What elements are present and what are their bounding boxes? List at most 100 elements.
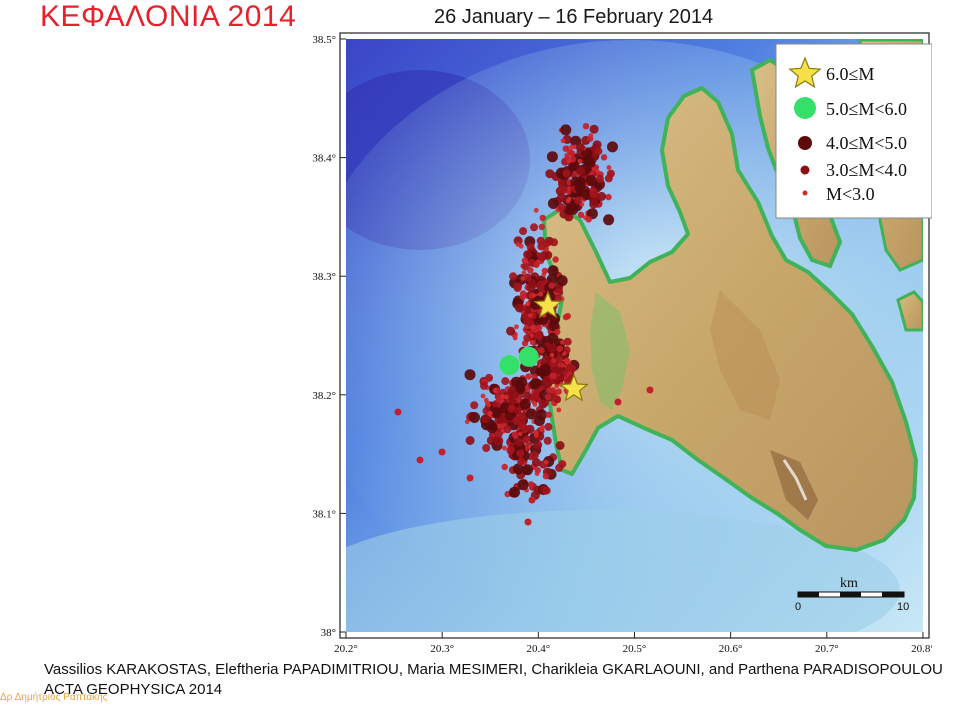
lon-tick-label: 20.2° bbox=[334, 643, 358, 655]
aftershock-dot bbox=[538, 223, 545, 231]
aftershock-dot bbox=[546, 274, 558, 285]
aftershock-dot bbox=[563, 204, 575, 216]
aftershock-dot bbox=[559, 186, 568, 194]
aftershock-dot bbox=[524, 305, 534, 314]
aftershock-dot bbox=[558, 460, 567, 469]
aftershock-dot bbox=[566, 196, 572, 202]
aftershock-dot bbox=[534, 471, 540, 476]
aftershock-dot bbox=[562, 169, 571, 178]
aftershock-dot bbox=[537, 253, 546, 262]
aftershock-dot bbox=[517, 431, 523, 437]
scale-bar: km 0 10 bbox=[795, 576, 909, 613]
aftershock-dot bbox=[554, 328, 561, 336]
aftershock-dot bbox=[496, 423, 502, 429]
aftershock-dot bbox=[488, 411, 493, 416]
mainshock-star-icon bbox=[559, 373, 589, 402]
aftershock-dot bbox=[526, 408, 537, 420]
lon-tick-label: 20.4° bbox=[526, 643, 550, 655]
aftershock-dot bbox=[585, 174, 597, 186]
aftershock-dot bbox=[589, 124, 599, 134]
aftershock-dot bbox=[562, 145, 569, 152]
lat-tick-label: 38.5° bbox=[312, 34, 336, 46]
lon-tick-label: 20.7° bbox=[815, 643, 839, 655]
legend-label-3: 3.0≤M<4.0 bbox=[826, 160, 907, 180]
aftershock-dot bbox=[568, 150, 576, 157]
aftershock-dot bbox=[518, 243, 524, 249]
aftershock-dot bbox=[563, 337, 572, 346]
aftershock-dot bbox=[577, 158, 583, 164]
aftershock-dot bbox=[545, 411, 552, 418]
aftershock-dot bbox=[514, 282, 522, 291]
aftershock-dot bbox=[553, 294, 562, 303]
aftershock-dot bbox=[470, 401, 479, 410]
aftershock-dot bbox=[556, 407, 562, 413]
islet bbox=[896, 290, 923, 332]
lon-tick-label: 20.3° bbox=[430, 643, 454, 655]
aftershock-dot bbox=[466, 474, 474, 482]
aftershock-dot bbox=[528, 496, 536, 504]
aftershock-dot bbox=[512, 335, 518, 341]
aftershock-dot bbox=[557, 203, 566, 212]
aftershock-dot bbox=[506, 446, 515, 455]
aftershock-dot bbox=[438, 448, 446, 456]
aftershock-dot bbox=[588, 133, 594, 138]
aftershock-dot bbox=[584, 156, 596, 168]
aftershock-dot bbox=[530, 393, 539, 401]
aftershock-dot bbox=[555, 388, 562, 395]
aftershock-dot bbox=[567, 158, 572, 164]
aftershock-dot bbox=[525, 373, 532, 380]
aftershock-dot bbox=[538, 291, 544, 297]
legend-label-6: 6.0≤M bbox=[826, 64, 874, 84]
aftershock-dot bbox=[526, 283, 536, 293]
aftershock-dot bbox=[527, 267, 534, 274]
aftershock-dot bbox=[544, 422, 553, 431]
aftershock-dot bbox=[539, 214, 546, 222]
aftershock-dot bbox=[416, 456, 424, 464]
southern-shelf bbox=[346, 510, 900, 632]
star-icon bbox=[788, 56, 822, 89]
aftershock-dot bbox=[464, 369, 476, 381]
legend-circle-5 bbox=[794, 97, 816, 119]
scale-start: 0 bbox=[795, 601, 801, 613]
aftershock-dot bbox=[513, 236, 523, 246]
aftershock-dot bbox=[589, 189, 598, 198]
aftershock-dot bbox=[565, 363, 574, 372]
citation: Vassilios KARAKOSTAS, Eleftheria PAPADIM… bbox=[44, 660, 943, 700]
aftershock-dot bbox=[538, 347, 545, 354]
aftershock-dot bbox=[555, 441, 565, 450]
aftershock-dot bbox=[546, 387, 553, 394]
aftershock-dot bbox=[521, 262, 530, 271]
aftershock-dot bbox=[533, 440, 543, 450]
aftershock-dot bbox=[523, 334, 532, 343]
aftershock-dot bbox=[533, 261, 540, 268]
aftershock-dot bbox=[554, 383, 560, 389]
aftershock-dot bbox=[522, 464, 533, 476]
aftershock-dot bbox=[501, 377, 510, 386]
aftershock-dot bbox=[606, 165, 612, 170]
aftershock-dot bbox=[542, 473, 550, 480]
aftershock-dot bbox=[506, 326, 516, 336]
aftershock-dot bbox=[533, 207, 539, 213]
aftershock-dot bbox=[550, 238, 558, 247]
aftershock-dot bbox=[605, 193, 612, 201]
aftershock-dot bbox=[518, 421, 526, 430]
aftershock-dot bbox=[603, 214, 615, 226]
aftershock-dot bbox=[524, 518, 532, 526]
aftershock-dot bbox=[480, 381, 488, 390]
aftershock-dot bbox=[592, 140, 602, 150]
aftershock-dot bbox=[597, 191, 607, 201]
aftershock-dot bbox=[520, 290, 527, 297]
aftershock-dot bbox=[542, 486, 551, 495]
aftershock-dot bbox=[547, 332, 559, 344]
aftershock-dot bbox=[529, 340, 535, 345]
aftershock-dot bbox=[498, 414, 508, 424]
aftershock-dot bbox=[521, 270, 527, 276]
slide-title: ΚΕΦΑΛΟΝΙΑ 2014 bbox=[40, 0, 297, 33]
lon-tick-label: 20.8° bbox=[911, 643, 932, 655]
aftershock-dot bbox=[574, 196, 583, 205]
seismicity-map: 38.5° 38.4° 38.3° 38.2° 38.1° 38° 20.2° 20.3° 2… bbox=[300, 30, 932, 660]
lat-tick-label: 38.3° bbox=[312, 271, 336, 283]
aftershock-dot bbox=[507, 386, 517, 396]
aftershock-dot bbox=[575, 142, 585, 152]
aftershock-dot bbox=[533, 433, 539, 438]
